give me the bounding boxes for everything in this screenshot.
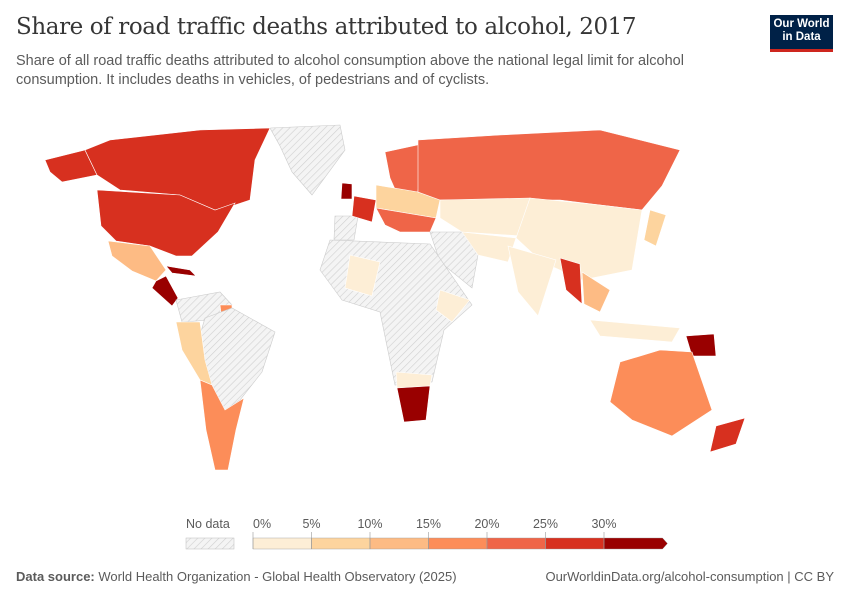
legend-tick-label: 15% xyxy=(416,517,441,531)
country-south-africa[interactable] xyxy=(396,385,431,423)
page-title: Share of road traffic deaths attributed … xyxy=(16,14,637,40)
country-france[interactable] xyxy=(351,195,377,223)
legend-tick-label: 5% xyxy=(302,517,320,531)
legend-no-data-label: No data xyxy=(186,517,230,531)
country-west-africa[interactable] xyxy=(344,254,381,297)
world-map: No data 0% 5% 10% 15% 20% 25% 30% xyxy=(44,124,746,550)
footer-url[interactable]: OurWorldinData.org/alcohol-consumption |… xyxy=(545,569,834,584)
legend-bin-swatch[interactable] xyxy=(486,537,546,550)
country-greenland[interactable] xyxy=(269,124,346,196)
country-iran[interactable] xyxy=(461,231,517,263)
map-legend: No data 0% 5% 10% 15% 20% 25% 30% xyxy=(185,517,668,550)
country-thailand[interactable] xyxy=(581,271,611,313)
country-japan[interactable] xyxy=(643,209,667,247)
legend-bin-swatch[interactable] xyxy=(369,537,429,550)
country-iberia[interactable] xyxy=(333,215,359,241)
legend-tick-label: 0% xyxy=(253,517,271,531)
legend-bin-swatch[interactable] xyxy=(428,537,488,550)
country-russia[interactable] xyxy=(417,129,681,211)
country-united-kingdom[interactable] xyxy=(340,182,353,200)
legend-tick-label: 20% xyxy=(474,517,499,531)
country-southern-africa[interactable] xyxy=(395,371,433,389)
country-new-zealand[interactable] xyxy=(709,417,746,453)
country-east-africa[interactable] xyxy=(435,289,471,323)
logo-line2: in Data xyxy=(782,31,821,43)
legend-bin-swatch[interactable] xyxy=(603,537,668,550)
source-text: World Health Organization - Global Healt… xyxy=(98,569,457,584)
page-subtitle: Share of all road traffic deaths attribu… xyxy=(16,53,684,88)
country-cuba[interactable] xyxy=(165,265,197,277)
country-australia[interactable] xyxy=(609,349,713,437)
country-myanmar[interactable] xyxy=(559,257,583,305)
logo-line1: Our World xyxy=(773,18,830,30)
country-balkans[interactable] xyxy=(375,207,437,233)
country-alaska[interactable] xyxy=(44,149,98,183)
country-central-asia[interactable] xyxy=(439,197,531,237)
legend-bin-swatch[interactable] xyxy=(545,537,605,550)
legend-tick-label: 30% xyxy=(591,517,616,531)
country-papua-new-guinea[interactable] xyxy=(685,333,717,357)
legend-no-data-swatch xyxy=(185,537,235,550)
country-united-states[interactable] xyxy=(96,189,236,257)
country-indonesia[interactable] xyxy=(589,319,681,343)
country-india[interactable] xyxy=(507,245,557,317)
legend-tick-label: 25% xyxy=(533,517,558,531)
source-label: Data source: xyxy=(16,569,95,584)
owid-logo[interactable]: Our World in Data xyxy=(770,15,833,52)
country-canada[interactable] xyxy=(84,127,271,211)
country-central-america[interactable] xyxy=(151,275,179,307)
legend-bin-swatch[interactable] xyxy=(252,537,312,550)
footer-source: Data source: World Health Organization -… xyxy=(16,569,457,584)
legend-bin-swatch[interactable] xyxy=(311,537,371,550)
country-argentina-chile[interactable] xyxy=(199,379,245,471)
legend-tick-label: 10% xyxy=(357,517,382,531)
